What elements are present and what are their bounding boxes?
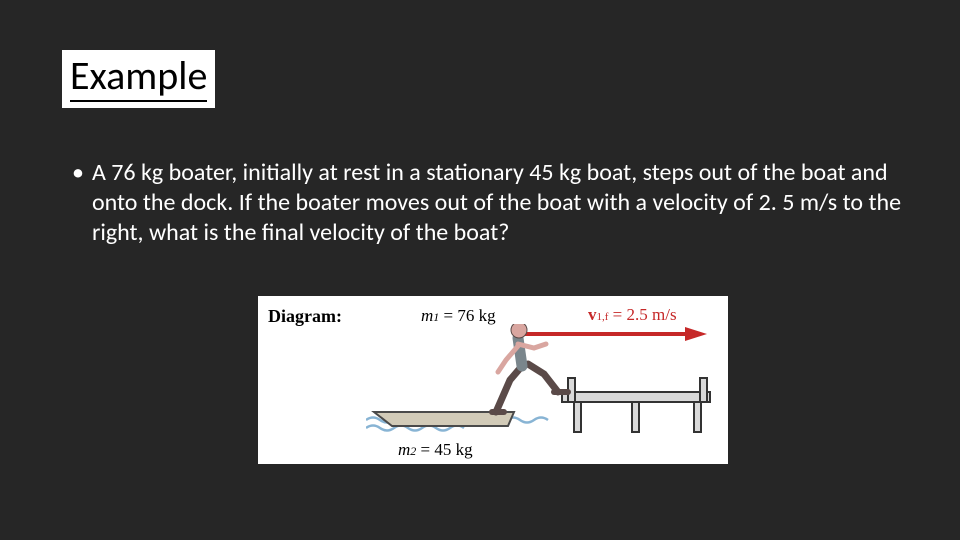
v1f-symbol: v — [588, 305, 597, 324]
m2-eq: = 45 kg — [416, 440, 472, 459]
person-icon — [492, 324, 568, 412]
m1-label: m1 = 76 kg — [421, 306, 496, 326]
slide-title: Example — [70, 54, 207, 98]
problem-text: A 76 kg boater, initially at rest in a s… — [92, 158, 910, 248]
problem-bullet: • A 76 kg boater, initially at rest in a… — [72, 158, 910, 248]
v1f-sub: 1,f — [597, 311, 609, 323]
m2-symbol: m — [398, 440, 410, 459]
m2-label: m2 = 45 kg — [398, 440, 473, 460]
diagram-figure — [366, 324, 718, 442]
v1f-label: v1,f = 2.5 m/s — [588, 305, 677, 325]
bullet-marker: • — [72, 158, 84, 248]
m1-symbol: m — [421, 306, 433, 325]
dock-icon — [562, 378, 710, 432]
slide-title-block: Example — [62, 50, 215, 108]
diagram-label: Diagram: — [268, 306, 342, 327]
title-underline — [70, 100, 207, 102]
v1f-eq: = 2.5 m/s — [608, 305, 676, 324]
diagram-panel: Diagram: m1 = 76 kg v1,f = 2.5 m/s m2 = … — [258, 296, 728, 464]
m1-eq: = 76 kg — [439, 306, 495, 325]
